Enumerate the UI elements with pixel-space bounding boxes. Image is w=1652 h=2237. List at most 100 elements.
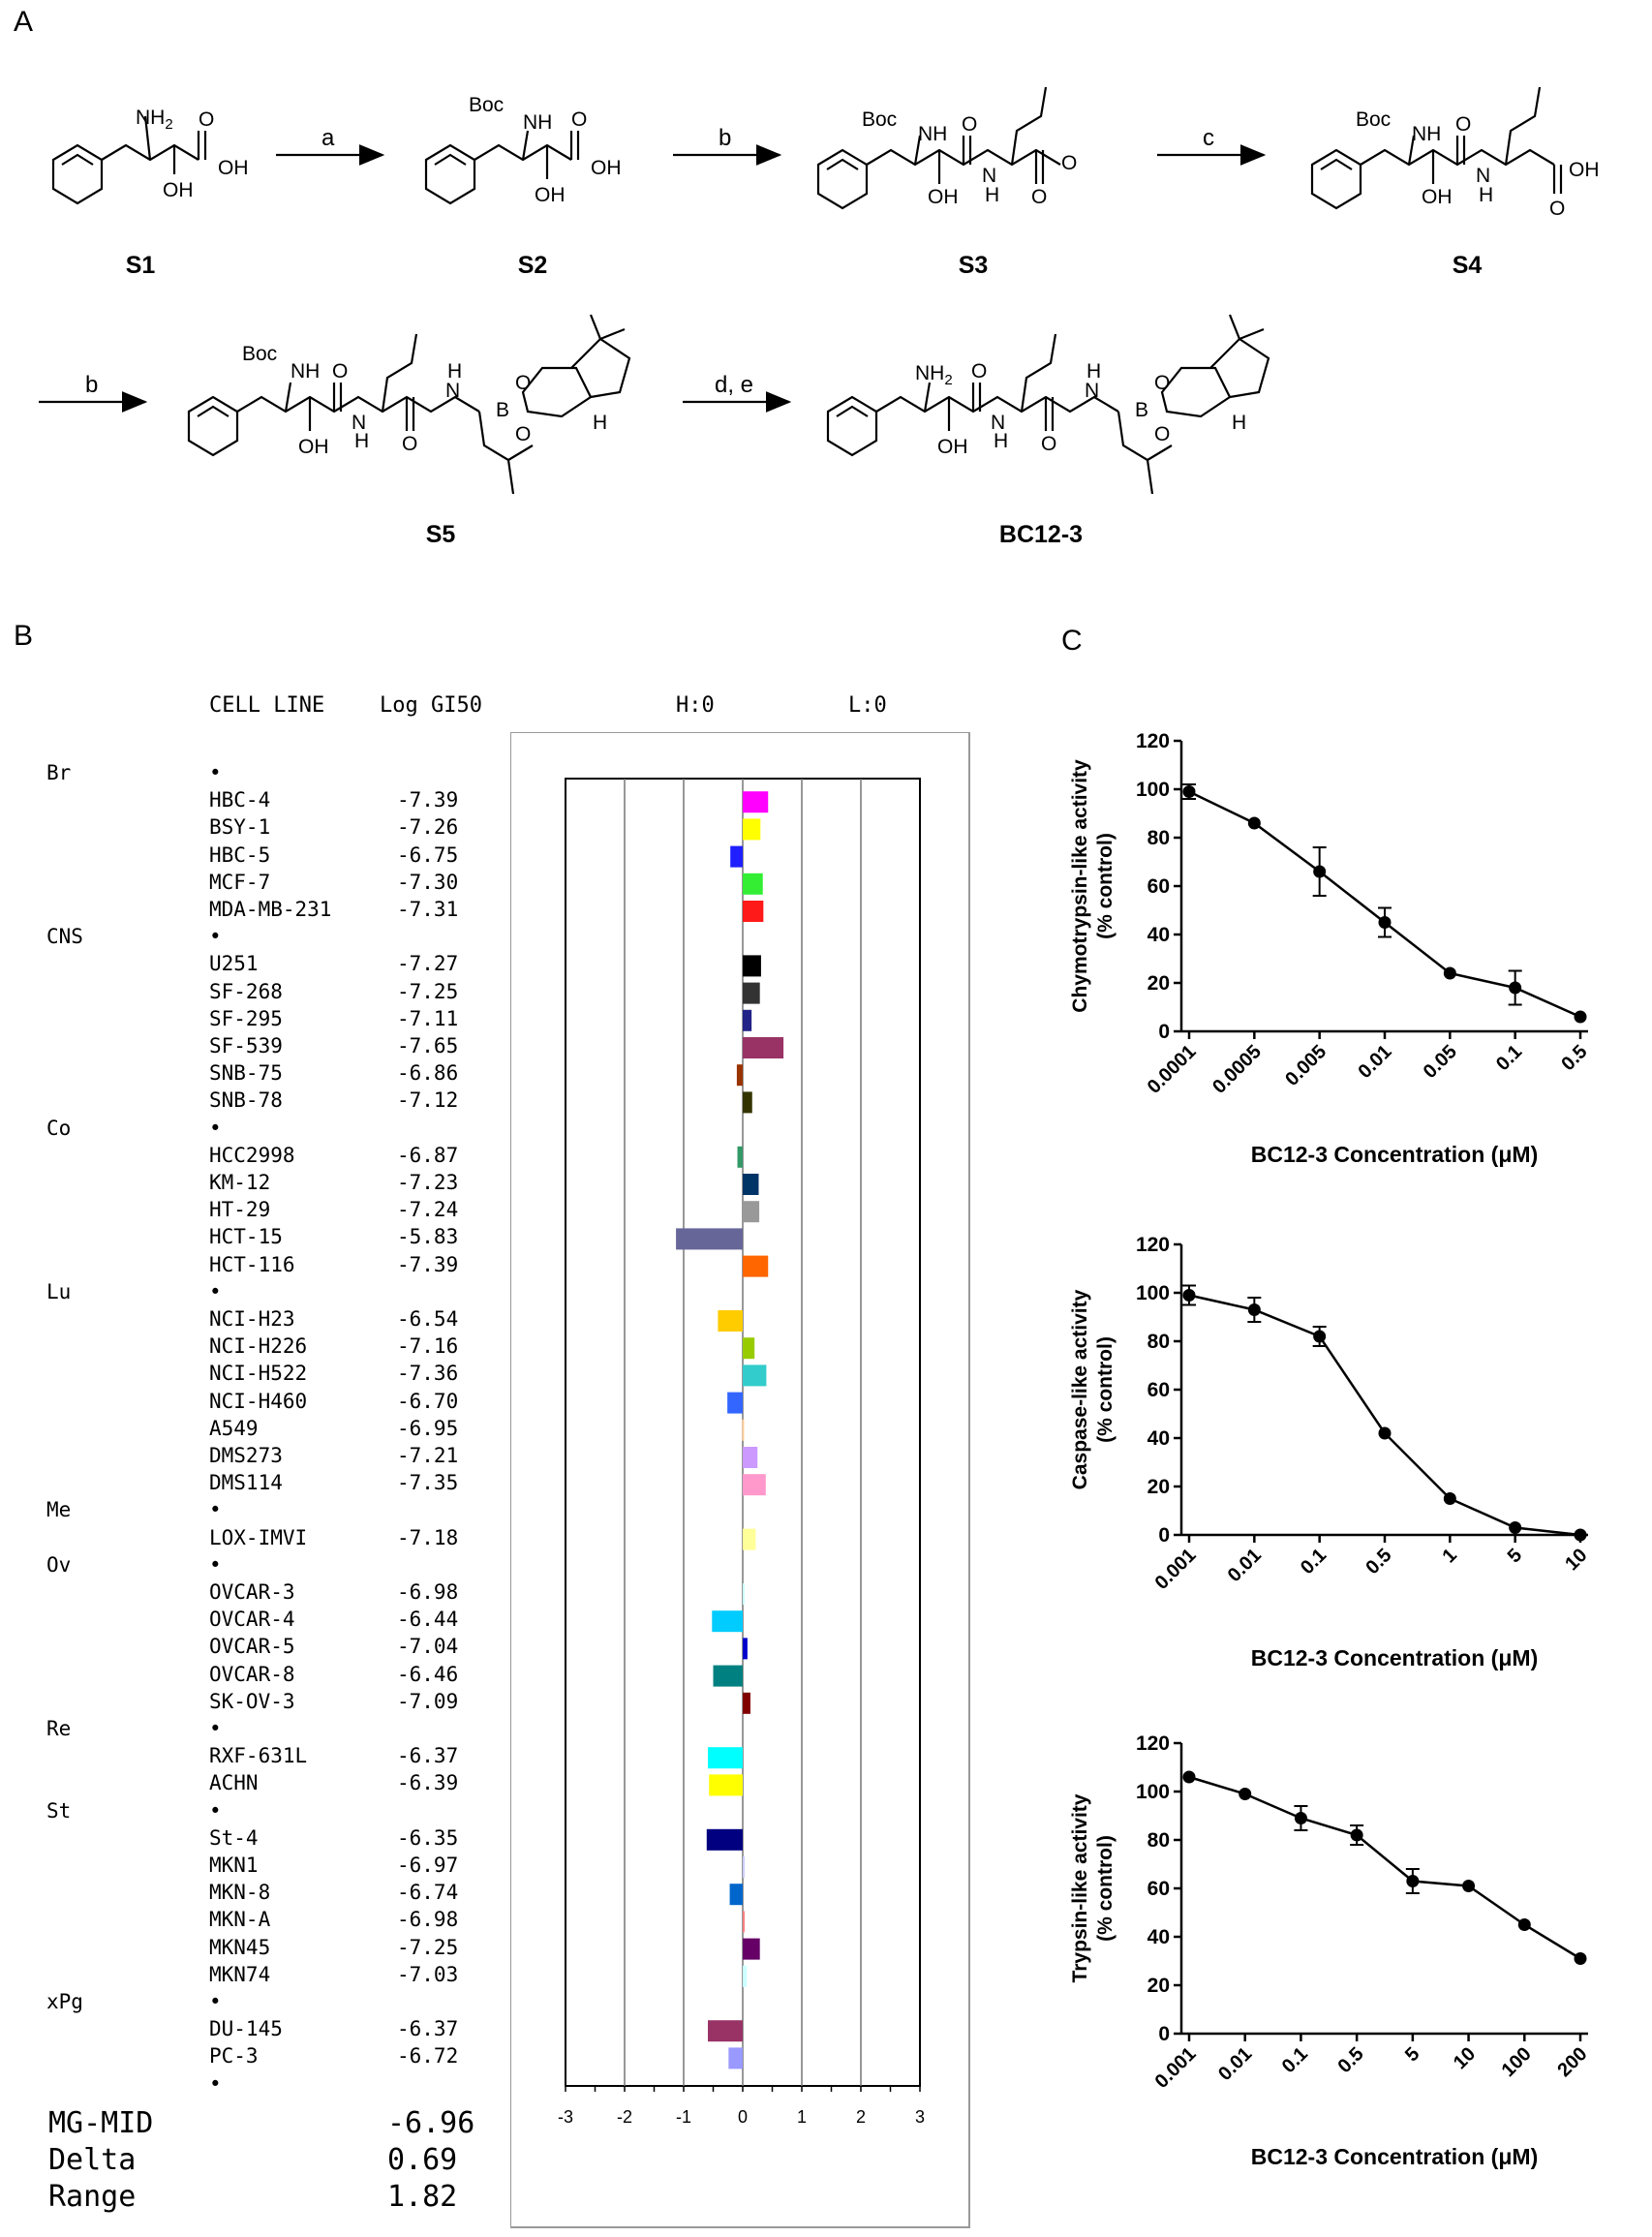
cell-line-name: U251: [209, 952, 259, 976]
gi50-bar: [743, 873, 763, 895]
gi50-bar: [727, 1392, 743, 1414]
tissue-group-label: CNS: [46, 925, 83, 949]
x-tick-label: 0.01: [1224, 1545, 1266, 1586]
log-gi50-value: -7.21: [397, 1444, 459, 1467]
s5-oh: OH: [298, 436, 329, 458]
s1-oh: OH: [218, 157, 249, 179]
log-gi50-value: -6.44: [397, 1608, 459, 1632]
gi50-bar: [743, 1337, 755, 1360]
structure-s3: [816, 86, 1061, 210]
cell-line-name: MKN45: [209, 1935, 271, 1959]
y-axis-label: Chymotrypsin-like activity: [1069, 759, 1091, 1013]
log-gi50-value: -6.37: [397, 1744, 459, 1768]
y-tick-label: 0: [1158, 2023, 1170, 2045]
s2-o: O: [571, 108, 587, 131]
structure-s5: [187, 314, 631, 495]
l-label: L:0: [848, 693, 887, 718]
cell-line-name: OVCAR-5: [209, 1635, 295, 1659]
cell-line-name: SNB-75: [209, 1061, 283, 1086]
log-gi50-value: -6.46: [397, 1662, 459, 1686]
data-point: [1509, 1521, 1522, 1534]
x-tick-label: 10: [1450, 2043, 1480, 2073]
group-bullet: •: [209, 761, 222, 784]
gi50-bar: [728, 2047, 743, 2069]
gi50-axis-tick-label: 2: [856, 2107, 866, 2127]
log-gi50-value: -6.87: [397, 1143, 459, 1167]
x-tick-label: 100: [1498, 2043, 1536, 2081]
data-point: [1406, 1875, 1420, 1887]
gi50-bar: [743, 901, 764, 922]
step-c: c: [1203, 125, 1214, 151]
log-gi50-value: -7.26: [397, 815, 459, 840]
x-tick-label: 5: [1401, 2043, 1423, 2066]
cell-line-name: OVCAR-3: [209, 1580, 295, 1604]
series-line: [1188, 790, 1581, 1019]
log-gi50-value: -7.16: [397, 1334, 459, 1359]
s1-o: O: [199, 108, 214, 131]
summary-label: MG-MID: [48, 2106, 154, 2140]
y-tick-label: 100: [1136, 1781, 1170, 1803]
s5-o4: O: [515, 423, 531, 445]
x-tick-label: 0.5: [1361, 1545, 1395, 1578]
y-tick-label: 0: [1158, 1021, 1170, 1043]
gi50-bar: [743, 982, 760, 1004]
log-gi50-value: -6.97: [397, 1854, 459, 1877]
gi50-bar: [706, 1828, 743, 1851]
cell-line-name: DU-145: [209, 2017, 283, 2041]
s4-oh2: OH: [1569, 159, 1600, 181]
log-gi50-value: -6.98: [397, 1908, 459, 1932]
cell-line-name: NCI-H23: [209, 1307, 295, 1331]
group-bullet: •: [209, 1798, 222, 1823]
gi50-bar: [730, 845, 743, 868]
tissue-group-label: Me: [46, 1498, 72, 1522]
log-gi50-value: -7.12: [397, 1088, 459, 1113]
s3-o2: O: [1031, 186, 1047, 208]
x-tick-label: 1: [1438, 1545, 1460, 1567]
summary-label: Range: [48, 2180, 137, 2214]
cell-line-name: MCF-7: [209, 870, 271, 894]
y-tick-label: 100: [1136, 779, 1170, 801]
gi50-bar: [708, 2020, 743, 2042]
structure-s1: [51, 115, 207, 205]
log-gi50-value: -7.09: [397, 1689, 459, 1713]
group-bullet: •: [209, 1498, 222, 1522]
gi50-bar: [743, 1037, 784, 1058]
y-tick-label: 40: [1147, 924, 1170, 946]
tissue-group-label: Ov: [46, 1552, 72, 1577]
gi50-bar: [743, 818, 761, 841]
s5-o: O: [332, 360, 348, 383]
y-tick-label: 100: [1136, 1282, 1170, 1304]
group-bullet: •: [209, 1990, 222, 2013]
log-gi50-value: -7.11: [397, 1006, 459, 1030]
compound-bc12-3: BC12-3: [999, 521, 1083, 548]
y-tick-label: 80: [1147, 827, 1170, 849]
panel-label-b: B: [14, 620, 34, 652]
step-b2: b: [85, 372, 98, 398]
s4-boc: Boc: [1356, 108, 1391, 131]
group-bullet: •: [209, 1116, 222, 1140]
data-point: [1182, 1289, 1196, 1302]
x-tick-label: 5: [1504, 1545, 1526, 1567]
gi50-bar: [709, 1774, 743, 1796]
cell-line-name: NCI-H460: [209, 1389, 308, 1413]
log-gi50-value: -7.35: [397, 1471, 459, 1495]
cell-line-name: SF-539: [209, 1034, 283, 1057]
s3-boc: Boc: [862, 108, 897, 131]
gi50-axis-tick-label: 3: [915, 2107, 925, 2127]
y-tick-label: 120: [1136, 730, 1170, 752]
y-tick-label: 60: [1147, 875, 1170, 898]
gi50-bar: [737, 1146, 743, 1168]
gi50-bar: [729, 1884, 743, 1906]
s3-o3: O: [1061, 152, 1077, 174]
cell-line-name: MKN74: [209, 1962, 271, 1986]
summary-label: Delta: [48, 2143, 137, 2177]
cell-line-name: A549: [209, 1416, 259, 1440]
data-point: [1443, 1492, 1456, 1505]
s2-oh2: OH: [535, 184, 566, 206]
x-tick-label: 0.1: [1278, 2043, 1312, 2077]
group-bullet: •: [209, 1717, 222, 1740]
gi50-bar: [743, 1692, 750, 1714]
gi50-axis-tick-label: 0: [738, 2107, 748, 2127]
bc-h: H: [994, 430, 1008, 452]
y-tick-label: 20: [1147, 1975, 1170, 1997]
